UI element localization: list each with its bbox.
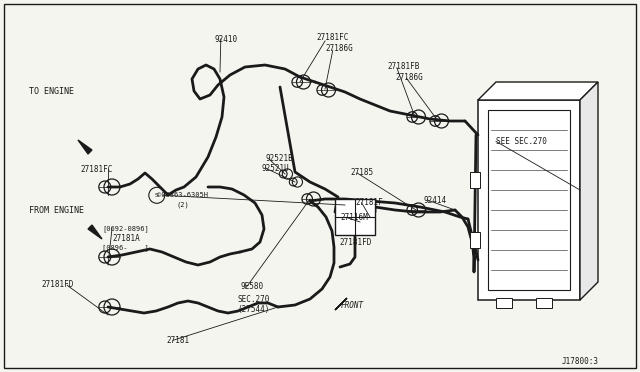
Text: 92521B: 92521B (266, 154, 293, 163)
Polygon shape (88, 225, 102, 239)
Text: (27544): (27544) (237, 305, 270, 314)
Text: 92410: 92410 (214, 35, 237, 44)
Text: 27181FC: 27181FC (80, 165, 113, 174)
Text: [0692-0896]: [0692-0896] (102, 225, 149, 232)
Polygon shape (335, 298, 347, 310)
Bar (488, 110, 570, 290)
Text: 27181FD: 27181FD (42, 280, 74, 289)
Text: 27181FB: 27181FB (387, 62, 420, 71)
Text: 9E580: 9E580 (241, 282, 264, 291)
Text: 27186G: 27186G (325, 44, 353, 53)
Text: S: S (155, 193, 159, 198)
Text: J17800:3: J17800:3 (562, 357, 599, 366)
Text: 27181F: 27181F (355, 198, 383, 207)
Text: TO ENGINE: TO ENGINE (29, 87, 74, 96)
Text: [0896-    ]: [0896- ] (102, 244, 149, 251)
Polygon shape (78, 140, 92, 154)
Text: 27116M: 27116M (340, 213, 368, 222)
Polygon shape (580, 82, 598, 300)
Bar (536, 298, 552, 308)
Text: 27181: 27181 (166, 336, 189, 345)
Bar (470, 172, 480, 188)
Text: 27181FD: 27181FD (339, 238, 372, 247)
Polygon shape (335, 199, 375, 235)
Text: 27185: 27185 (351, 169, 374, 177)
Text: 92521U: 92521U (261, 164, 289, 173)
Text: 27181A: 27181A (112, 234, 140, 243)
Bar (495, 298, 511, 308)
Text: 27186G: 27186G (396, 73, 423, 81)
Bar (470, 232, 480, 248)
Text: SEE SEC.270: SEE SEC.270 (496, 137, 547, 146)
Text: 27181FC: 27181FC (317, 33, 349, 42)
Bar (478, 100, 580, 300)
Polygon shape (478, 82, 598, 100)
Text: FRONT: FRONT (340, 301, 364, 310)
Text: SEC.270: SEC.270 (237, 295, 270, 304)
Text: 92414: 92414 (424, 196, 447, 205)
Text: (2): (2) (176, 201, 189, 208)
Text: FROM ENGINE: FROM ENGINE (29, 206, 84, 215)
Text: ©08363-6305H: ©08363-6305H (157, 192, 208, 198)
